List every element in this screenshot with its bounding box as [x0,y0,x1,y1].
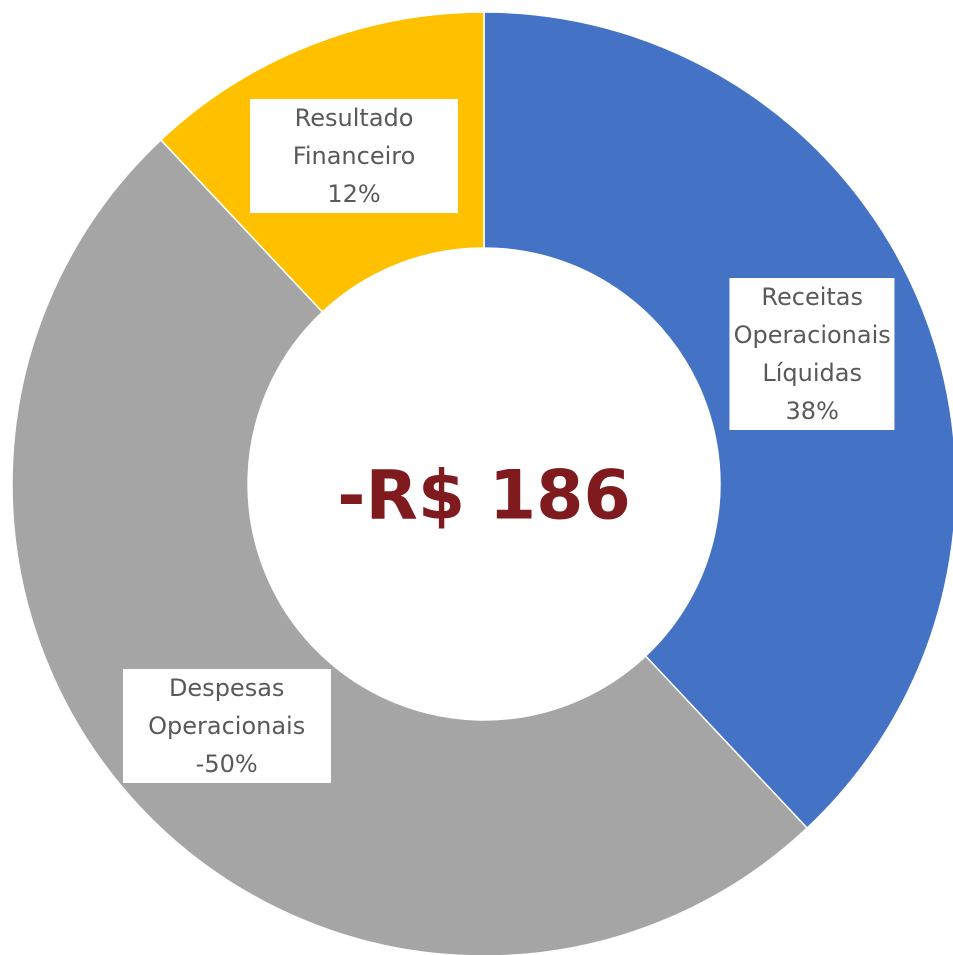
center-label: -R$ 186 [337,456,631,536]
category-label: Receitas Operacionais Líquidas [733,283,891,388]
data-label: Despesas Operacionais -50% [122,668,331,783]
value-label: 38% [785,397,839,426]
category-label: Resultado Financeiro [292,103,416,170]
value-label: 12% [327,179,381,208]
donut-segment [483,11,953,830]
data-label: Receitas Operacionais Líquidas 38% [729,278,895,431]
category-label: Despesas Operacionais [148,673,306,740]
value-label: -50% [195,749,258,778]
data-label: Resultado Financeiro 12% [250,98,459,213]
